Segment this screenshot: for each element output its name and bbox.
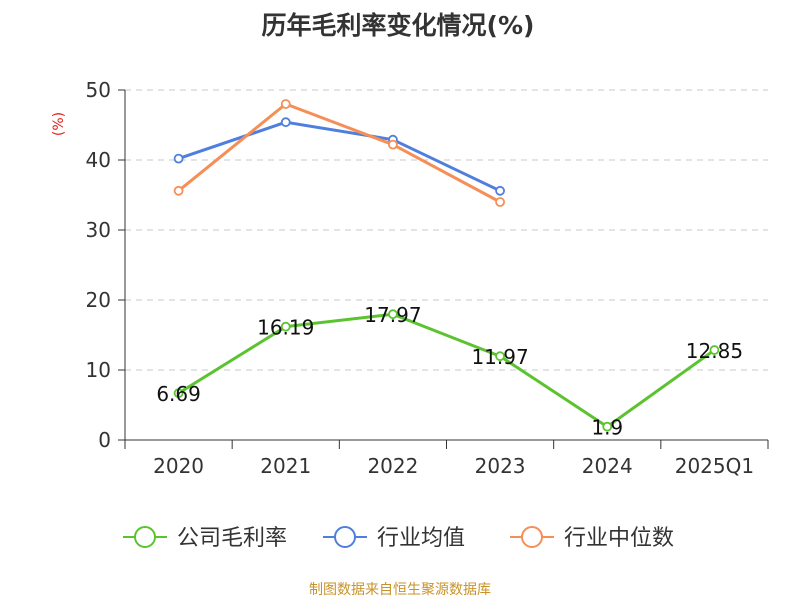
axes: 0 10 20 30 40 50 2020 2021 2022 2023 2024 2025Q1 xyxy=(86,78,769,478)
x-tick-label: 2021 xyxy=(260,454,311,478)
legend-marker xyxy=(134,526,156,548)
legend-label: 行业均值 xyxy=(377,526,465,551)
series-0 xyxy=(173,309,720,432)
legend-marker xyxy=(521,526,543,548)
data-label: 17.97 xyxy=(364,303,421,327)
data-label: 1.9 xyxy=(591,416,623,440)
data-point xyxy=(495,185,505,196)
legend-item: 行业均值 xyxy=(323,526,465,551)
data-label: 16.19 xyxy=(257,316,314,340)
y-axis-label: (%) xyxy=(51,112,67,136)
x-tick-label: 2025Q1 xyxy=(675,454,754,478)
data-point xyxy=(173,185,184,196)
y-tick-label: 10 xyxy=(86,358,111,382)
series-2 xyxy=(173,99,505,207)
data-label: 12.85 xyxy=(686,339,743,363)
data-point xyxy=(495,197,505,207)
data-label: 11.97 xyxy=(471,345,528,369)
y-tick-label: 20 xyxy=(86,288,111,312)
legend-label: 行业中位数 xyxy=(564,526,674,551)
legend-item: 公司毛利率 xyxy=(123,526,287,551)
x-tick-label: 2024 xyxy=(582,454,633,478)
data-point xyxy=(173,153,184,164)
legend-item: 行业中位数 xyxy=(510,526,674,551)
series-line xyxy=(177,102,502,204)
data-point xyxy=(495,351,505,362)
data-point xyxy=(388,309,398,320)
legend-label: 公司毛利率 xyxy=(177,526,287,551)
y-tick-label: 0 xyxy=(98,428,111,452)
series-1 xyxy=(173,117,505,196)
data-labels: 6.69 16.19 17.97 11.97 1.9 12.85 xyxy=(156,303,743,439)
y-tick-label: 40 xyxy=(86,148,111,172)
x-tick-label: 2022 xyxy=(367,454,418,478)
data-label: 6.69 xyxy=(156,382,201,406)
data-point xyxy=(173,388,184,399)
data-point xyxy=(602,421,613,432)
legend-marker xyxy=(334,526,356,548)
grid-lines xyxy=(125,89,768,371)
source-note: 制图数据来自恒生聚源数据库 xyxy=(309,582,491,598)
legend: 公司毛利率 行业均值 行业中位数 xyxy=(123,526,674,551)
chart-title: 历年毛利率变化情况(%) xyxy=(262,11,535,40)
data-point xyxy=(388,139,398,150)
data-point xyxy=(280,99,291,109)
series-line xyxy=(177,120,502,193)
x-tick-label: 2020 xyxy=(153,454,204,478)
series-line xyxy=(177,312,716,429)
y-tick-label: 50 xyxy=(86,78,111,102)
series-lines xyxy=(173,99,720,432)
data-point xyxy=(280,321,291,332)
y-tick-label: 30 xyxy=(86,218,111,242)
data-point xyxy=(280,117,291,128)
x-tick-label: 2023 xyxy=(475,454,526,478)
data-point xyxy=(709,345,720,355)
